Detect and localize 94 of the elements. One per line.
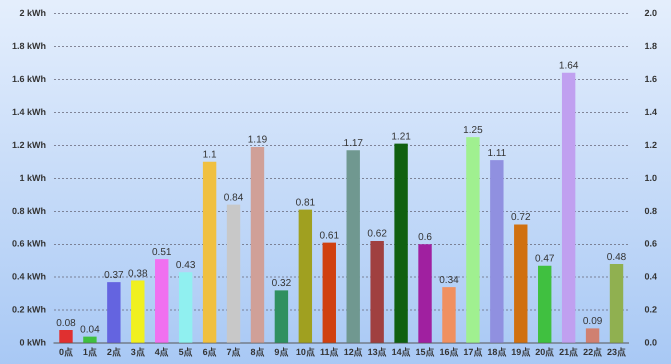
data-label: 0.09 [582, 316, 603, 328]
bar [202, 162, 216, 343]
x-tick-label: 23点 [607, 347, 626, 358]
bar [346, 150, 360, 343]
bar [298, 210, 312, 343]
y-tick-label: 0 kWh [19, 338, 46, 348]
data-label: 1.11 [487, 148, 507, 159]
x-tick-label: 13点 [368, 347, 387, 358]
x-tick-label: 8点 [250, 347, 264, 358]
x-tick-label: 6点 [202, 347, 217, 358]
data-label: 1.19 [248, 134, 268, 146]
x-tick-label: 11点 [320, 347, 339, 358]
x-tick-label: 5点 [178, 347, 193, 358]
data-label: 1.1 [202, 150, 217, 161]
bar [178, 272, 192, 343]
data-label: 0.04 [80, 324, 100, 336]
x-tick-label: 2点 [106, 347, 121, 358]
y2-tick-label: 1.0 [644, 172, 658, 183]
bar [442, 287, 456, 343]
data-label: 0.37 [104, 270, 124, 281]
bar [250, 146, 264, 343]
y2-tick-label: 0.0 [644, 338, 658, 348]
data-label: 1.17 [343, 138, 364, 150]
y-tick-label: 0.4 kWh [12, 272, 46, 282]
y-tick-label: 1.4 kWh [12, 106, 46, 117]
data-label: 0.08 [56, 318, 76, 329]
data-label: 0.47 [534, 253, 555, 264]
x-tick-label: 10点 [296, 347, 315, 358]
data-label: 0.38 [128, 268, 148, 280]
bar [59, 330, 73, 343]
y-tick-label: 1.8 kWh [12, 40, 46, 51]
y-tick-label: 0.6 kWh [12, 238, 46, 249]
y2-tick-label: 1.8 [644, 40, 658, 51]
y-tick-label: 1.6 kWh [12, 74, 46, 84]
data-label: 0.62 [367, 228, 388, 240]
x-tick-label: 17点 [463, 347, 482, 358]
bar [562, 72, 576, 343]
y2-tick-label: 0.4 [644, 272, 658, 282]
y-tick-label: 1 kWh [19, 172, 46, 183]
data-label: 0.51 [152, 246, 172, 258]
x-tick-label: 9点 [274, 347, 288, 358]
x-tick-label: 22点 [583, 347, 602, 358]
bar [370, 240, 384, 343]
bar [274, 290, 288, 343]
data-label: 1.25 [463, 124, 484, 136]
x-tick-label: 21点 [559, 347, 578, 358]
y2-tick-label: 1.4 [644, 106, 658, 117]
data-label: 0.32 [272, 278, 292, 290]
y2-tick-label: 2.0 [644, 8, 658, 18]
x-tick-label: 18点 [487, 347, 506, 358]
data-label: 1.21 [391, 131, 412, 142]
y-tick-label: 2 kWh [19, 8, 46, 18]
bar [226, 204, 240, 343]
x-tick-label: 15点 [416, 347, 435, 358]
y2-tick-label: 0.6 [644, 238, 658, 249]
x-tick-label: 14点 [392, 347, 411, 358]
bar [610, 264, 624, 343]
x-tick-label: 4点 [154, 347, 169, 358]
bar [586, 328, 600, 343]
x-tick-label: 3点 [130, 347, 145, 358]
bar [418, 244, 432, 343]
bar [514, 224, 528, 343]
y2-tick-label: 0.2 [644, 304, 658, 315]
bar [466, 137, 480, 343]
data-label: 1.64 [558, 60, 579, 72]
data-label: 0.34 [439, 274, 460, 286]
x-tick-label: 1点 [82, 347, 97, 358]
data-label: 0.72 [511, 212, 531, 224]
data-label: 0.84 [224, 192, 244, 204]
y-tick-label: 1.2 kWh [12, 140, 46, 150]
x-tick-label: 12点 [344, 347, 363, 358]
bar [322, 242, 336, 343]
x-tick-label: 7点 [226, 347, 241, 358]
x-tick-label: 19点 [511, 347, 530, 358]
data-label: 0.48 [606, 252, 627, 263]
data-label: 0.61 [320, 230, 340, 242]
bar [538, 266, 552, 343]
bar [131, 280, 144, 343]
bar [394, 144, 408, 343]
bar [83, 336, 97, 343]
x-tick-label: 16点 [439, 347, 458, 358]
y-tick-label: 0.8 kWh [12, 206, 46, 216]
y2-tick-label: 1.2 [644, 140, 658, 150]
x-tick-label: 0点 [58, 347, 73, 358]
y2-tick-label: 0.8 [644, 206, 658, 216]
bar [107, 282, 121, 343]
x-tick-label: 20点 [535, 347, 554, 358]
data-label: 0.81 [296, 197, 316, 208]
bar [155, 259, 168, 343]
data-label: 0.43 [176, 260, 196, 272]
bar [490, 160, 504, 343]
y-tick-label: 0.2 kWh [12, 304, 46, 315]
y2-tick-label: 1.6 [644, 74, 658, 84]
data-label: 0.6 [418, 232, 432, 244]
